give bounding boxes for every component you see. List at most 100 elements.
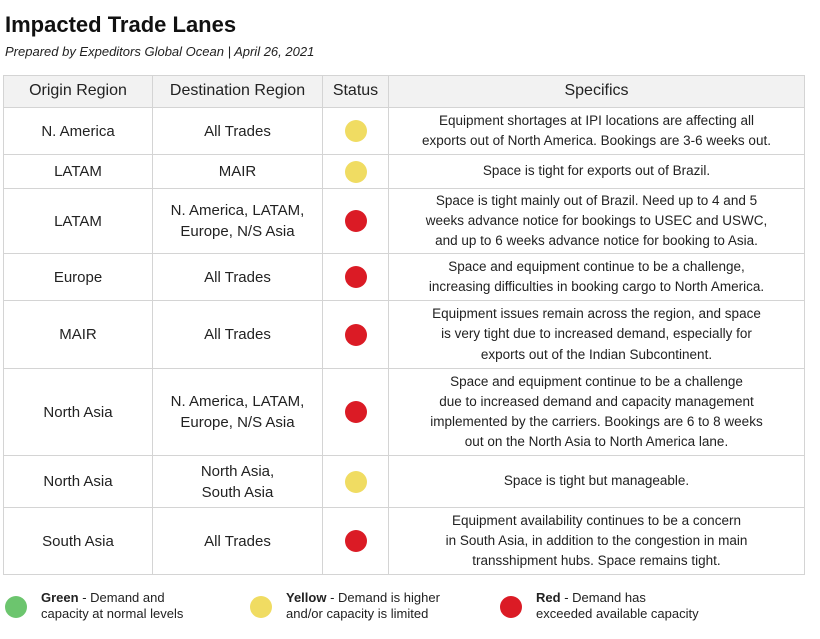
specifics-line: Space and equipment continue to be a cha… (450, 373, 743, 389)
status-cell (322, 368, 389, 456)
specifics-line: out on the North Asia to North America l… (464, 434, 729, 450)
specifics-line: due to increased demand and capacity man… (439, 393, 754, 409)
specifics-line: is very tight due to increased demand, e… (441, 326, 752, 342)
destination-region-cell: All Trades (152, 507, 323, 575)
origin-region-cell: MAIR (3, 300, 153, 369)
destination-region-cell: All Trades (152, 300, 323, 369)
specifics-cell: Equipment shortages at IPI locations are… (388, 107, 805, 155)
specifics-line: transshipment hubs. Space remains tight. (472, 553, 721, 569)
origin-region-cell: LATAM (3, 188, 153, 254)
legend-description-red-line1: - Demand has (564, 590, 646, 605)
table-row: N. America All Trades Equipment shortages … (3, 107, 805, 155)
legend-description-yellow-line2: and/or capacity is limited (286, 606, 429, 622)
legend-item-green: Green - Demand and capacity at normal le… (5, 590, 183, 623)
specifics-line: exports out of North America. Bookings a… (422, 133, 771, 148)
table-row: LATAM MAIR Space is tight for exports out … (3, 154, 805, 189)
destination-line: All Trades (204, 122, 271, 140)
specifics-line: weeks advance notice for bookings to USE… (425, 212, 768, 228)
red-status-dot-icon (344, 530, 367, 553)
specifics-cell: Space is tight for exports out of Brazil… (388, 154, 805, 189)
specifics-cell: Space is tight but manageable. (388, 455, 805, 508)
page-subtitle: Prepared by Expeditors Global Ocean | Ap… (5, 44, 315, 59)
status-cell (322, 300, 389, 369)
status-cell (322, 188, 389, 254)
red-status-dot-icon (344, 210, 367, 233)
specifics-line: Space is tight but manageable. (503, 473, 690, 489)
legend-label-green: Green (41, 590, 79, 605)
specifics-line: Equipment shortages at IPI locations are… (439, 112, 754, 128)
column-header-origin: Origin Region (3, 75, 153, 108)
specifics-line: Space is tight for exports out of Brazil… (482, 163, 711, 179)
green-status-dot-icon (5, 596, 27, 618)
origin-region-cell: N. America (3, 107, 153, 155)
destination-line: All Trades (204, 326, 271, 343)
status-cell (322, 154, 389, 189)
destination-line: South Asia (201, 483, 274, 501)
status-cell (322, 455, 389, 508)
column-header-specifics: Specifics (388, 75, 805, 108)
legend-description-green-line2: capacity at normal levels (41, 606, 184, 622)
origin-region-cell: North Asia (3, 368, 153, 456)
table-row: South Asia All Trades Equipment availabili… (3, 507, 805, 575)
page-title: Impacted Trade Lanes (5, 12, 237, 37)
specifics-line: in South Asia, in addition to the conges… (445, 532, 748, 548)
legend-label-yellow: Yellow (286, 590, 327, 605)
column-header-status: Status (322, 75, 389, 108)
table-row: MAIR All Trades Equipment issues remain ac… (3, 300, 805, 369)
specifics-cell: Equipment issues remain across the regio… (388, 300, 805, 369)
destination-region-cell: All Trades (152, 107, 323, 155)
specifics-cell: Equipment availability continues to be a… (388, 507, 805, 575)
legend-description-green-line1: - Demand and (82, 590, 165, 605)
yellow-status-dot-icon (344, 160, 367, 183)
legend-description-red-line2: exceeded available capacity (536, 606, 699, 622)
yellow-status-dot-icon (344, 120, 367, 143)
yellow-status-dot-icon (250, 596, 272, 618)
specifics-line: Space and equipment continue to be a cha… (448, 258, 745, 274)
origin-region-cell: South Asia (3, 507, 153, 575)
destination-region-cell: North Asia, South Asia (152, 455, 323, 508)
specifics-cell: Space and equipment continue to be a cha… (388, 253, 805, 301)
legend-item-yellow: Yellow - Demand is higher and/or capacit… (250, 590, 440, 623)
destination-line: Europe, N/S Asia (180, 223, 295, 240)
destination-line: North Asia, (200, 462, 275, 480)
destination-line: All Trades (204, 532, 271, 550)
destination-region-cell: All Trades (152, 253, 323, 301)
legend-description-yellow-line1: - Demand is higher (330, 590, 440, 605)
trade-lanes-table: Origin Region Destination Region Status … (3, 75, 805, 575)
table-row: Europe All Trades Space and equipment cont… (3, 253, 805, 301)
column-header-destination: Destination Region (152, 75, 323, 108)
table-row: North Asia N. America, LATAM, Europe, N/S … (3, 368, 805, 456)
destination-region-cell: N. America, LATAM, Europe, N/S Asia (152, 368, 323, 456)
table-row: North Asia North Asia, South Asia Space is … (3, 455, 805, 508)
specifics-line: and up to 6 weeks advance notice for boo… (435, 233, 758, 249)
destination-line: All Trades (204, 268, 271, 286)
destination-line: Europe, N/S Asia (180, 414, 295, 431)
specifics-cell: Space and equipment continue to be a cha… (388, 368, 805, 456)
specifics-cell: Space is tight mainly out of Brazil. Nee… (388, 188, 805, 254)
origin-region-cell: Europe (3, 253, 153, 301)
legend-item-red: Red - Demand has exceeded available capa… (500, 590, 699, 623)
destination-line: MAIR (218, 163, 257, 180)
specifics-line: Equipment availability continues to be a… (452, 512, 741, 528)
specifics-line: Space is tight mainly out of Brazil. Nee… (435, 192, 758, 208)
legend-label-red: Red (536, 590, 561, 605)
specifics-line: increasing difficulties in booking cargo… (428, 279, 765, 294)
status-cell (322, 107, 389, 155)
status-cell (322, 253, 389, 301)
red-status-dot-icon (344, 266, 367, 289)
yellow-status-dot-icon (344, 470, 367, 493)
destination-region-cell: N. America, LATAM, Europe, N/S Asia (152, 188, 323, 254)
origin-region-cell: LATAM (3, 154, 153, 189)
destination-line: N. America, LATAM, (170, 393, 305, 410)
table-body: N. America All Trades Equipment shortages … (3, 107, 805, 575)
table-row: LATAM N. America, LATAM, Europe, N/S Asia S… (3, 188, 805, 254)
table-header-row: Origin Region Destination Region Status … (3, 75, 805, 108)
destination-line: N. America, LATAM, (170, 202, 305, 219)
specifics-line: Equipment issues remain across the regio… (432, 306, 761, 322)
red-status-dot-icon (500, 596, 522, 618)
red-status-dot-icon (344, 323, 367, 346)
red-status-dot-icon (344, 401, 367, 424)
specifics-line: implemented by the carriers. Bookings ar… (430, 414, 763, 429)
specifics-line: exports out of the Indian Subcontinent. (480, 346, 713, 362)
